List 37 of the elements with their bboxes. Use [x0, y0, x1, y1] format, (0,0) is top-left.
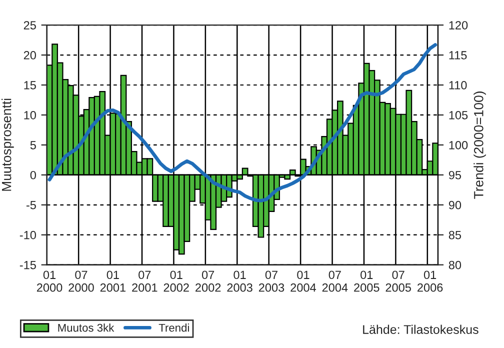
x-tick-label: 07 2003: [258, 270, 284, 292]
y2-tick-label: 120: [449, 21, 468, 30]
y2-tick-label: 110: [449, 81, 467, 90]
y-tick-label: 5: [30, 141, 36, 150]
y2-tick-label: 105: [449, 111, 468, 120]
x-tick-label: 01 2006: [418, 270, 443, 292]
x-tick-label: 07 2004: [322, 270, 348, 292]
y-tick-label: 10: [24, 111, 36, 120]
y-tick-label: -10: [20, 230, 36, 240]
legend-label: Trendi: [158, 324, 189, 332]
x-tick-label: 07 2002: [196, 270, 221, 292]
x-tick-label: 01 2005: [354, 270, 380, 292]
x-tick-label: 07 2000: [68, 270, 94, 292]
line-series: [48, 43, 438, 202]
y2-tick-label: 80: [448, 260, 462, 270]
y-tick-label: 0: [30, 170, 36, 180]
y2-tick-label: 90: [448, 200, 462, 210]
y-axis-title: Muutosprosentti: [2, 98, 14, 191]
x-tick-label: 07 2005: [386, 270, 411, 292]
text: Lähde: Tilastokeskus: [363, 324, 478, 334]
y2-tick-label: 115: [449, 51, 467, 60]
y2-tick-label: 100: [449, 140, 468, 150]
x-tick-label: 07 2001: [132, 270, 158, 292]
y-tick-label: 25: [24, 21, 36, 30]
x-tick-label: 01 2004: [290, 270, 316, 292]
y-tick-label: 15: [24, 81, 36, 90]
y-tick-label: 20: [24, 51, 36, 60]
y2-tick-label: 85: [448, 230, 462, 240]
y-tick-label: -15: [20, 260, 36, 270]
legend-label: Muutos 3kk: [58, 324, 114, 332]
x-tick-label: 01 2001: [100, 270, 126, 292]
y2-axis-title: Trendi (2000=100): [474, 92, 486, 199]
y2-tick-label: 95: [448, 170, 462, 180]
x-tick-label: 01 2000: [36, 270, 62, 292]
x-tick-label: 01 2002: [164, 270, 189, 292]
x-tick-label: 01 2003: [227, 270, 252, 292]
y-tick-label: -5: [26, 201, 36, 210]
